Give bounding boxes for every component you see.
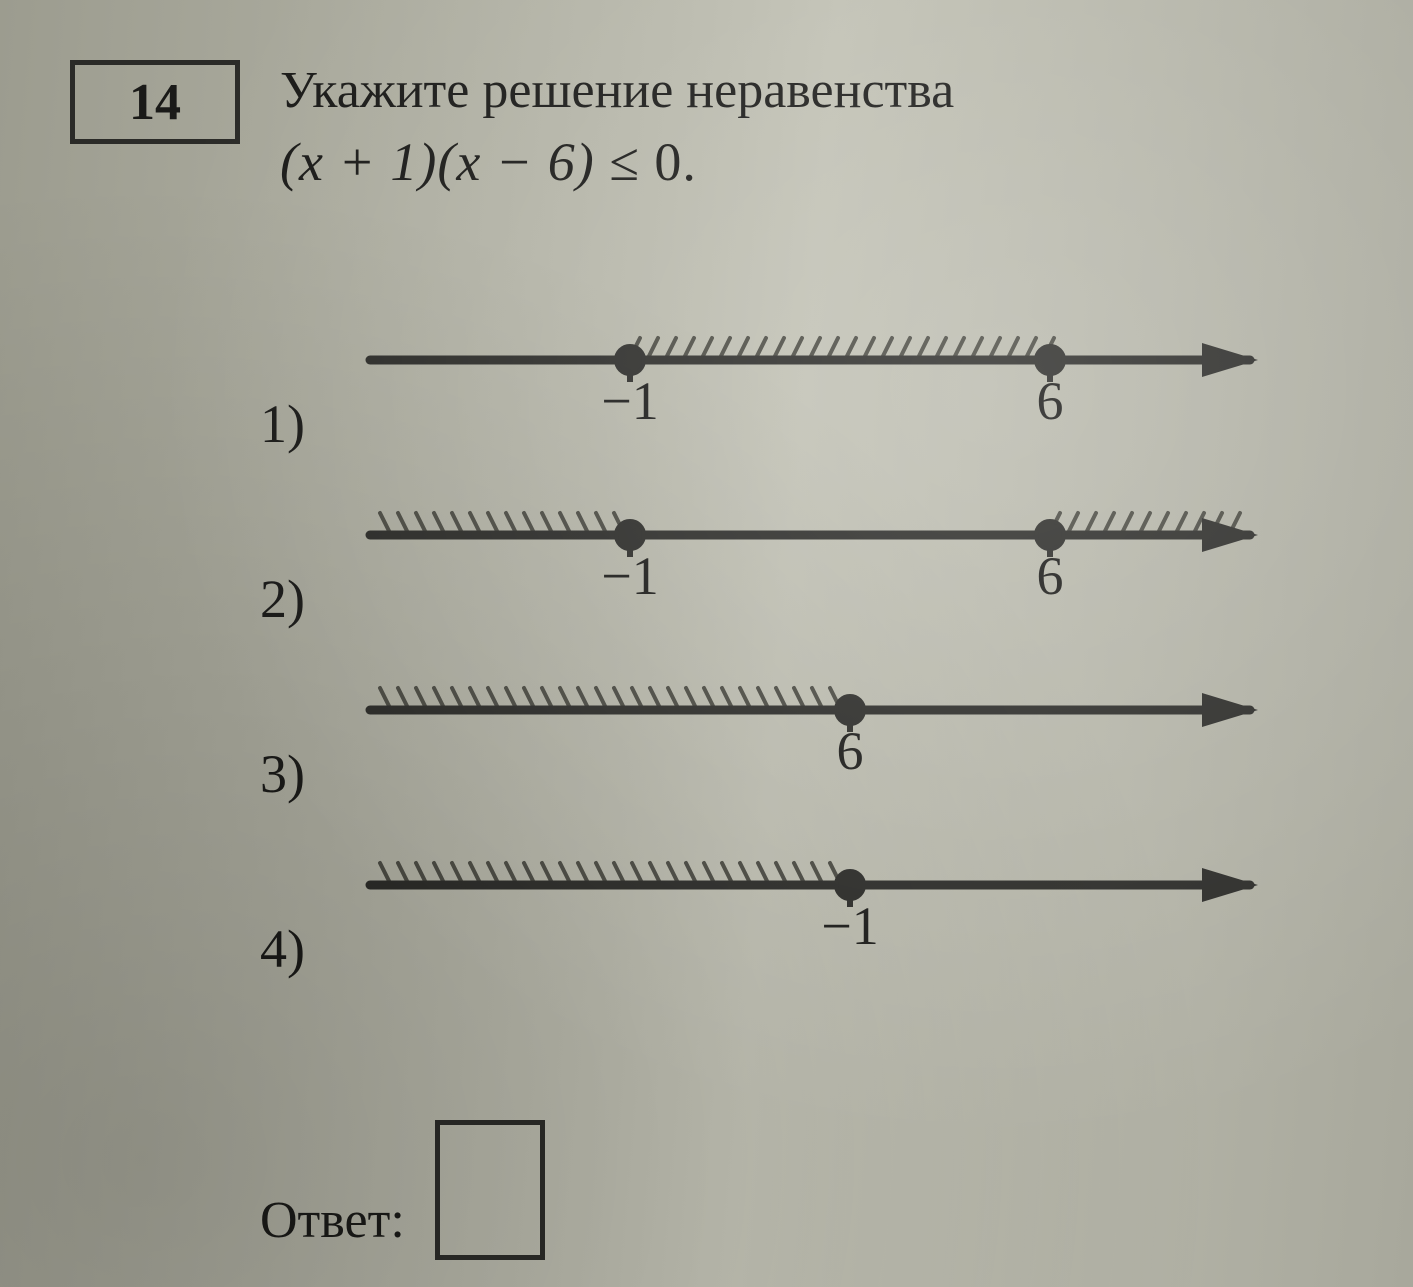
hatched-interval bbox=[380, 688, 840, 708]
problem-text: Укажите решение неравенства (x + 1)(x − … bbox=[280, 56, 1330, 199]
axis-point-label: −1 bbox=[601, 545, 658, 607]
option-row: 2) −1 6 bbox=[260, 475, 1310, 650]
inequality: (x + 1)(x − 6) ≤ 0. bbox=[280, 126, 1330, 199]
axis-point-label: −1 bbox=[601, 370, 658, 432]
problem-prompt: Укажите решение неравенства bbox=[280, 56, 1330, 126]
hatched-interval bbox=[380, 513, 624, 533]
option-row: 4) −1 bbox=[260, 825, 1310, 1000]
axis-labels: −1 bbox=[330, 895, 1290, 965]
options-list: 1) −1 6 2) −1 6 3) 6 4) −1 bbox=[260, 300, 1310, 1000]
option-label: 3) bbox=[260, 743, 305, 805]
option-row: 1) −1 6 bbox=[260, 300, 1310, 475]
inequality-factor-2: (x − 6) bbox=[437, 132, 594, 192]
option-label: 2) bbox=[260, 568, 305, 630]
axis-point-label: 6 bbox=[1037, 370, 1064, 432]
answer-area: Ответ: bbox=[260, 1120, 545, 1250]
hatched-interval bbox=[380, 863, 840, 883]
option-label: 4) bbox=[260, 918, 305, 980]
axis-labels: 6 bbox=[330, 720, 1290, 790]
option-row: 3) 6 bbox=[260, 650, 1310, 825]
answer-label: Ответ: bbox=[260, 1191, 405, 1250]
axis-labels: −1 6 bbox=[330, 370, 1290, 440]
page: 14 Укажите решение неравенства (x + 1)(x… bbox=[0, 0, 1413, 1287]
problem-number: 14 bbox=[129, 73, 181, 132]
inequality-rhs: 0. bbox=[654, 132, 697, 192]
inequality-relation: ≤ bbox=[609, 132, 640, 192]
inequality-factor-1: (x + 1) bbox=[280, 132, 437, 192]
option-label: 1) bbox=[260, 393, 305, 455]
axis-labels: −1 6 bbox=[330, 545, 1290, 615]
problem-number-box: 14 bbox=[70, 60, 240, 144]
axis-point-label: 6 bbox=[1037, 545, 1064, 607]
axis-point-label: 6 bbox=[837, 720, 864, 782]
hatched-interval bbox=[630, 338, 1054, 358]
answer-box[interactable] bbox=[435, 1120, 545, 1260]
axis-point-label: −1 bbox=[821, 895, 878, 957]
